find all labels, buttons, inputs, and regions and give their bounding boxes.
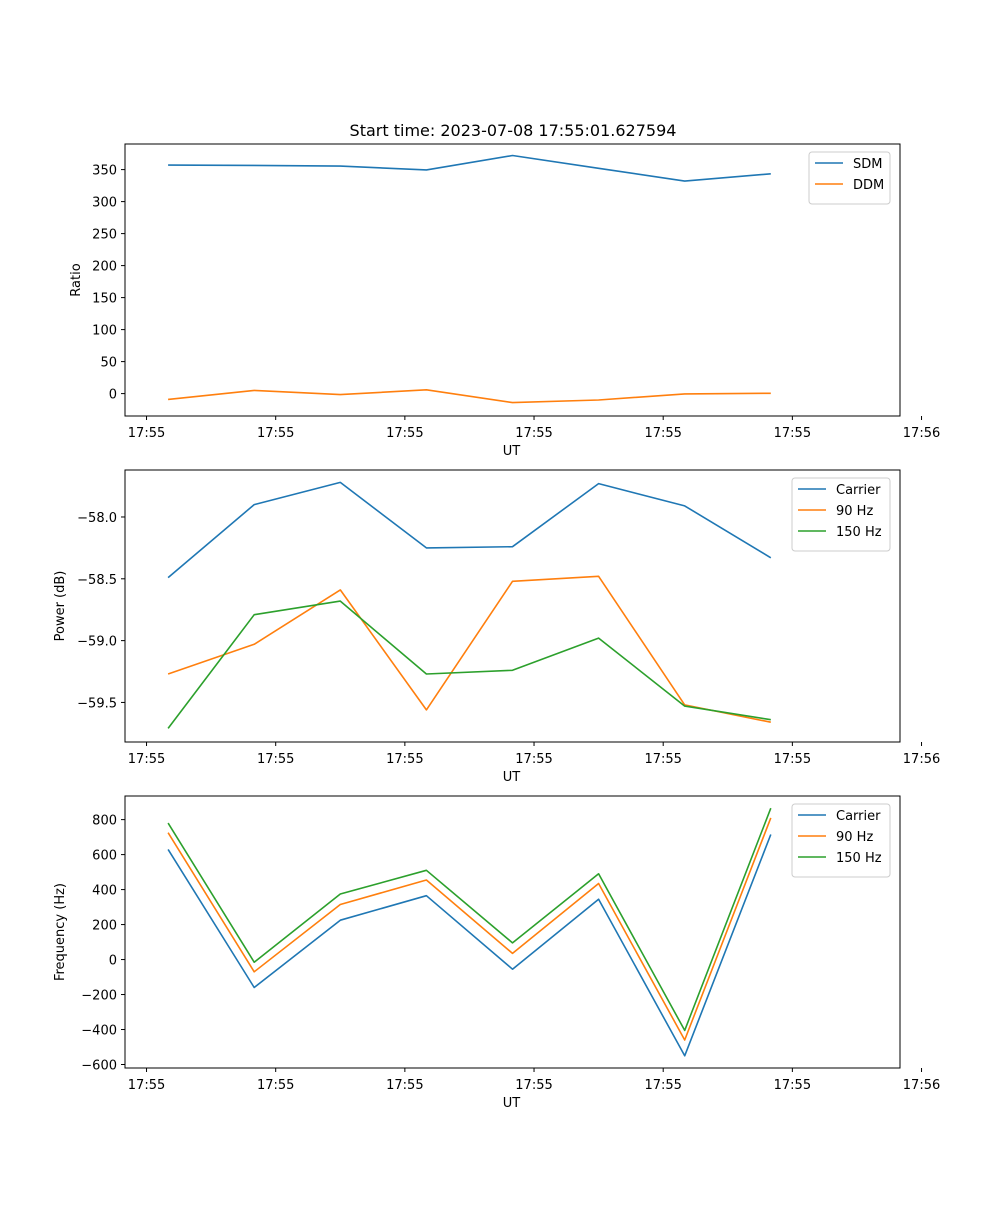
- plot-frame: [124, 469, 901, 743]
- y-tick-label: −58.5: [77, 573, 117, 588]
- legend-label: 150 Hz: [836, 851, 882, 866]
- y-axis-label: Ratio: [69, 263, 84, 296]
- y-tick-label: 100: [92, 324, 117, 339]
- x-tick-label: 17:56: [903, 752, 940, 767]
- y-tick-label: 800: [92, 814, 117, 829]
- x-tick-label: 17:55: [128, 1078, 165, 1093]
- x-tick-label: 17:56: [903, 1078, 940, 1093]
- y-tick-label: 200: [92, 260, 117, 275]
- y-tick-label: 50: [100, 356, 117, 371]
- x-tick-label: 17:55: [386, 426, 423, 441]
- legend-box: [791, 477, 891, 552]
- legend: Carrier 90 Hz 150 Hz: [791, 477, 891, 552]
- x-tick-label: 17:55: [644, 752, 681, 767]
- x-tick-label: 17:55: [128, 752, 165, 767]
- series-line-90-hz: [167, 817, 772, 1041]
- x-axis-label: UT: [503, 770, 521, 785]
- chart-panel-2: 17:55 17:55 17:55 17:55 17:55 17:55 17:56 −59.5…: [53, 469, 940, 785]
- legend-label: 150 Hz: [836, 525, 882, 540]
- y-tick-label: 200: [92, 919, 117, 934]
- y-tick-label: −59.0: [77, 635, 117, 650]
- series-line-sdm: [168, 154, 771, 182]
- legend-label: 90 Hz: [836, 504, 873, 519]
- y-tick-label: −58.0: [77, 511, 117, 526]
- legend: SDM DDM: [808, 151, 891, 205]
- y-tick-label: 600: [92, 849, 117, 864]
- legend-label: Carrier: [836, 483, 881, 498]
- series-line-ddm: [168, 388, 771, 404]
- series-line-carrier: [167, 834, 772, 1057]
- x-tick-label: 17:55: [774, 752, 811, 767]
- x-tick-label: 17:55: [515, 752, 552, 767]
- y-tick-label: 0: [109, 954, 117, 969]
- plot-frame: [124, 795, 901, 1069]
- figure-title: Start time: 2023-07-08 17:55:01.627594: [350, 121, 677, 140]
- y-tick-label: 250: [92, 228, 117, 243]
- y-tick-label: 350: [92, 164, 117, 179]
- x-tick-label: 17:55: [644, 1078, 681, 1093]
- x-tick-label: 17:55: [515, 426, 552, 441]
- x-tick-label: 17:55: [515, 1078, 552, 1093]
- legend-box: [791, 803, 891, 878]
- chart-panel-1: 17:55 17:55 17:55 17:55 17:55 17:55 17:56 0 50 10…: [69, 143, 940, 459]
- series-line-90-hz: [167, 575, 771, 723]
- legend-label: Carrier: [836, 809, 881, 824]
- series-line-150-hz: [167, 807, 772, 1032]
- x-tick-label: 17:55: [774, 426, 811, 441]
- y-tick-label: 300: [92, 196, 117, 211]
- y-tick-label: −400: [81, 1024, 117, 1039]
- legend-box: [808, 151, 891, 205]
- legend-label: DDM: [853, 178, 884, 193]
- x-tick-label: 17:55: [386, 752, 423, 767]
- x-tick-label: 17:56: [903, 426, 940, 441]
- x-tick-label: 17:55: [644, 426, 681, 441]
- x-tick-label: 17:55: [257, 426, 294, 441]
- y-tick-label: 400: [92, 884, 117, 899]
- y-axis-label: Power (dB): [53, 571, 68, 642]
- legend: Carrier 90 Hz 150 Hz: [791, 803, 891, 878]
- y-axis-label: Frequency (Hz): [53, 883, 68, 981]
- x-axis-label: UT: [503, 444, 521, 459]
- chart-panel-3: 17:55 17:55 17:55 17:55 17:55 17:55 17:56 −600 −…: [53, 795, 940, 1111]
- x-tick-label: 17:55: [774, 1078, 811, 1093]
- y-tick-label: 150: [92, 292, 117, 307]
- legend-label: 90 Hz: [836, 830, 873, 845]
- x-tick-label: 17:55: [386, 1078, 423, 1093]
- y-tick-label: −600: [81, 1059, 117, 1074]
- x-tick-label: 17:55: [257, 752, 294, 767]
- y-tick-label: −200: [81, 989, 117, 1004]
- x-tick-label: 17:55: [128, 426, 165, 441]
- y-tick-label: −59.5: [77, 696, 117, 711]
- x-axis-label: UT: [503, 1096, 521, 1111]
- x-tick-label: 17:55: [257, 1078, 294, 1093]
- y-tick-label: 0: [109, 388, 117, 403]
- legend-label: SDM: [853, 157, 882, 172]
- series-line-150-hz: [167, 600, 771, 729]
- series-line-carrier: [167, 481, 772, 579]
- plot-frame: [124, 143, 901, 417]
